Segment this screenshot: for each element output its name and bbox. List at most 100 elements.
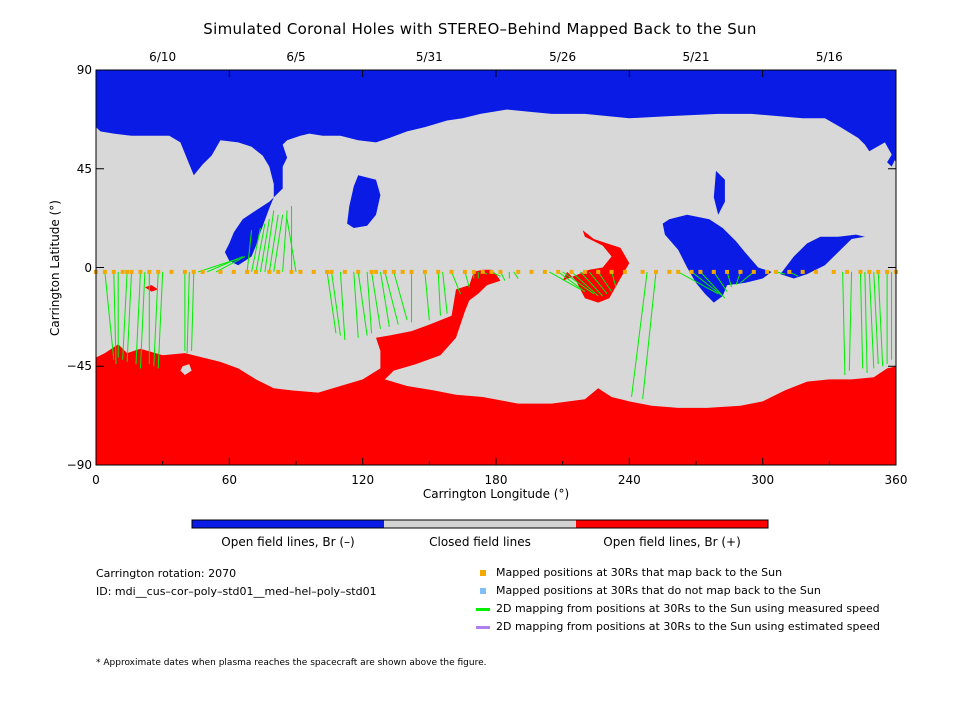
measured-mapping-line [868, 271, 875, 369]
measured-mapping-line [557, 271, 586, 293]
plot-area [96, 70, 896, 465]
measured-mapping-line [126, 271, 133, 362]
mapped-point [489, 269, 494, 274]
colorbar-segment [384, 520, 576, 528]
legend-line-icon [476, 625, 490, 629]
mapped-point [654, 269, 658, 274]
measured-mapping-line [877, 271, 884, 367]
mapped-point [200, 269, 205, 274]
mapped-point [102, 269, 107, 274]
mapped-point [156, 269, 161, 274]
measured-mapping-line [268, 214, 279, 272]
colorbar-frame [191, 519, 769, 529]
legend-label: 2D mapping from positions at 30Rs to the… [496, 602, 880, 615]
measured-mapping-line [153, 271, 159, 367]
legend-label: Mapped positions at 30Rs that do not map… [496, 584, 821, 597]
measured-mapping-line [186, 271, 190, 354]
mapped-point [254, 269, 258, 274]
mapped-point [325, 269, 330, 274]
x-tick-label: 240 [617, 473, 641, 487]
measured-mapping-line [122, 271, 128, 360]
y-tick-label: 45 [76, 161, 92, 176]
measured-mapping-line [113, 271, 117, 365]
measured-mapping-line [740, 271, 755, 284]
mapped-point [120, 269, 125, 274]
open-positive-region [144, 285, 159, 292]
mapped-point [329, 269, 334, 274]
y-tick-label: −90 [66, 458, 92, 472]
mapped-point [738, 269, 743, 274]
measured-mapping-line [206, 256, 243, 273]
mapped-point [845, 269, 850, 274]
mapped-point [867, 269, 872, 274]
mapped-point [569, 269, 574, 274]
mapped-point [622, 269, 627, 274]
mapped-point [356, 269, 361, 274]
mapped-point [542, 269, 547, 274]
measured-mapping-line [282, 210, 288, 272]
measured-mapping-line [735, 271, 741, 286]
mapped-point [676, 269, 681, 274]
measured-mapping-line [571, 271, 599, 297]
measured-mapping-line [259, 219, 270, 272]
legend-item: 2D mapping from positions at 30Rs to the… [476, 602, 880, 615]
mapped-point [858, 269, 863, 274]
measured-mapping-line [157, 271, 164, 369]
open-negative-region [713, 170, 725, 215]
measured-mapping-line [393, 271, 408, 321]
measured-mapping-line [726, 271, 733, 288]
chart-title: Simulated Coronal Holes with STEREO–Behi… [203, 20, 757, 38]
measured-mapping-line [251, 227, 261, 272]
measured-mapping-line [353, 271, 359, 338]
mapped-point [667, 269, 672, 274]
measured-mapping-line [631, 271, 648, 398]
mapped-point [800, 269, 805, 274]
measured-mapping-line [642, 271, 657, 400]
model-id: ID: mdi__cus–cor–poly–std01__med–hel–pol… [96, 585, 377, 598]
measured-mapping-line [379, 271, 390, 327]
measured-mapping-line [700, 271, 726, 299]
measured-mapping-line [859, 271, 864, 369]
open-positive-region [562, 230, 630, 303]
measured-mapping-line [464, 271, 470, 288]
top-date-label: 6/10 [149, 50, 177, 64]
top-date-label: 6/5 [286, 50, 306, 64]
open-negative-region [96, 70, 896, 266]
legend-label: Mapped positions at 30Rs that map back t… [496, 566, 783, 579]
mapped-point [751, 269, 756, 274]
open-negative-region [887, 151, 896, 167]
mapped-point [409, 269, 414, 274]
open-positive-region [96, 269, 896, 465]
top-date-label: 5/16 [815, 50, 843, 64]
mapped-point [245, 269, 250, 274]
measured-mapping-line [339, 271, 346, 340]
x-tick-label: 300 [751, 473, 775, 487]
open-negative-region [780, 234, 865, 279]
measured-mapping-line [842, 271, 846, 376]
mapped-points [94, 269, 898, 274]
measured-mapping-line [191, 271, 195, 351]
mapped-point [369, 269, 374, 274]
colorbar-label: Open field lines, Br (–) [221, 535, 355, 549]
mapped-point [382, 269, 387, 274]
colorbar-label: Open field lines, Br (+) [603, 535, 741, 549]
measured-mapping-line [562, 271, 595, 295]
mapped-point [698, 269, 703, 274]
mapped-point [689, 269, 694, 274]
measured-mapping-line [713, 271, 728, 292]
legend-item: 2D mapping from positions at 30Rs to the… [476, 620, 880, 633]
x-tick-label: 0 [92, 473, 100, 487]
axes [95, 69, 897, 466]
legend-item: Mapped positions at 30Rs that do not map… [476, 584, 821, 597]
measured-mapping-line [513, 271, 519, 279]
mapped-point [276, 269, 281, 274]
x-tick-label: 120 [351, 473, 375, 487]
mapped-point [182, 269, 187, 274]
mapped-point [529, 269, 534, 274]
measured-mapping-line [873, 271, 879, 365]
mapped-point [436, 269, 441, 274]
legend-item: Mapped positions at 30Rs that map back t… [476, 566, 782, 579]
mapped-point [774, 269, 778, 274]
mapped-point [725, 269, 730, 274]
